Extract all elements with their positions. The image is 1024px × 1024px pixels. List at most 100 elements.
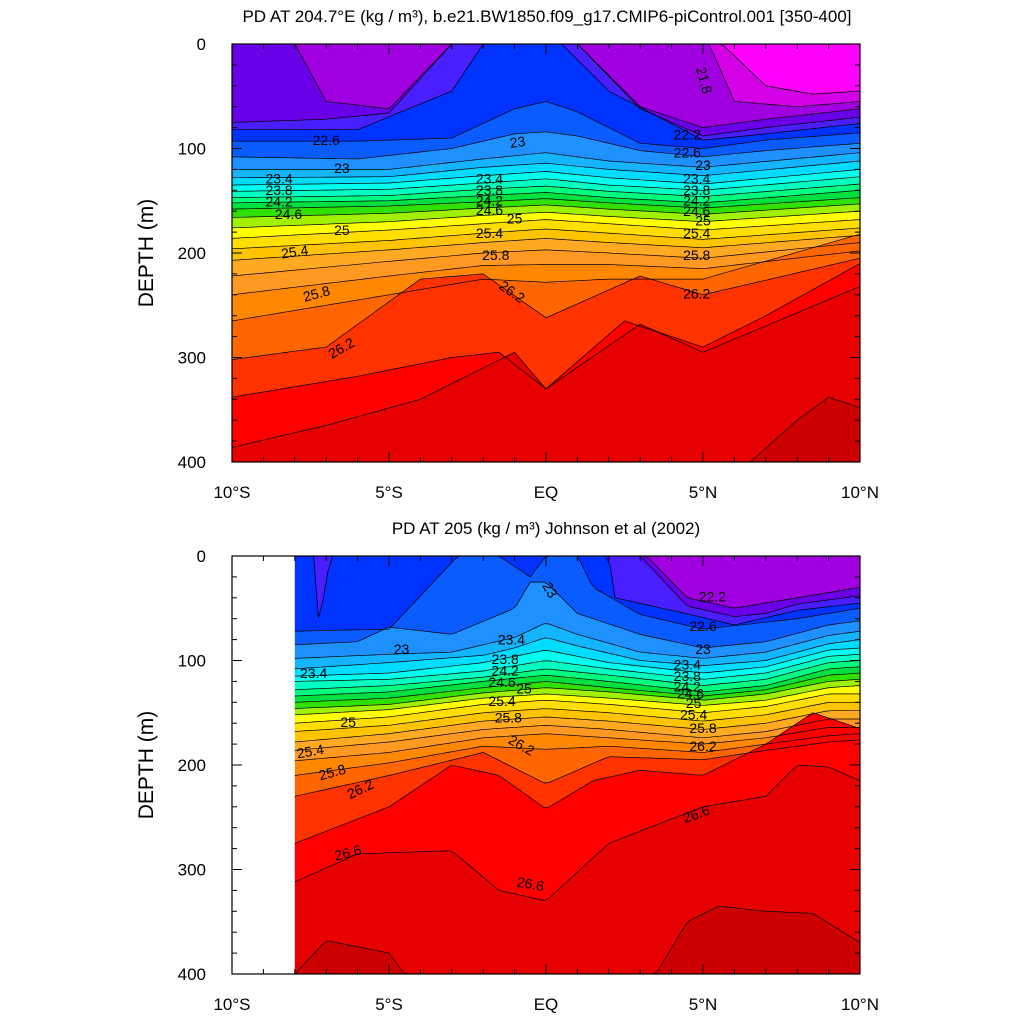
contour-label: 25.4 (295, 741, 325, 762)
contour-band (294, 556, 860, 648)
contour-label: 22.2 (674, 127, 701, 143)
contour-band (232, 219, 860, 249)
contour-label: 24.6 (677, 686, 704, 702)
contour-label: 23 (695, 641, 711, 657)
contour-band (232, 234, 860, 321)
contour-band (294, 712, 860, 901)
contour-band (294, 673, 860, 709)
contour-band (232, 227, 860, 261)
contour-label: 24.2 (683, 192, 710, 208)
y-axis-label: DEPTH (m) (135, 199, 158, 308)
panel-title: PD AT 204.7°E (kg / m³), b.e21.BW1850.f0… (242, 7, 851, 26)
y-tick-label: 300 (178, 349, 206, 368)
contour-label: 24.6 (683, 203, 710, 219)
contour-line (232, 152, 861, 170)
contour-label: 25.8 (683, 247, 710, 263)
contour-band (232, 203, 860, 228)
contour-line (231, 286, 861, 448)
y-tick-label: 400 (178, 453, 206, 472)
contour-band (294, 666, 860, 703)
contour-band (232, 131, 860, 170)
contour-label: 26.6 (516, 874, 546, 895)
x-tick-label: 5°N (689, 483, 718, 502)
contour-line (232, 176, 861, 192)
contour-label: 24.2 (265, 194, 292, 210)
x-tick-label: 10°N (841, 483, 879, 502)
contour-label: 23.8 (476, 182, 503, 198)
panel-model: PD AT 204.7°E (kg / m³), b.e21.BW1850.f0… (135, 7, 879, 502)
contour-band (232, 44, 860, 107)
contour-line (294, 701, 860, 732)
contour-band (294, 906, 860, 974)
contour-label: 25 (340, 714, 356, 730)
contour-label: 23.4 (674, 656, 701, 672)
x-tick-label: 10°S (213, 995, 250, 1014)
contour-label: 25 (686, 695, 702, 711)
contour-line (231, 197, 861, 210)
contour-line (231, 203, 861, 218)
contour-band (294, 710, 860, 751)
contour-label: 25.4 (488, 693, 515, 709)
contour-band (232, 44, 860, 128)
contour-label: 25.4 (476, 225, 503, 241)
contour-label: 24.6 (488, 674, 515, 690)
contour-label: 26.6 (333, 841, 364, 864)
contour-band (232, 190, 860, 210)
contour-label: 24.6 (476, 202, 503, 218)
contour-band (232, 44, 860, 141)
contour-band (232, 286, 860, 462)
contour-label: 23.4 (300, 665, 327, 681)
y-tick-label: 400 (178, 965, 206, 984)
contour-label: 23 (334, 160, 350, 176)
y-axis-label: DEPTH (m) (135, 711, 158, 820)
contour-line (294, 727, 860, 762)
contour-label: 23.4 (265, 171, 292, 187)
panel-observed: PD AT 205 (kg / m³) Johnson et al (2002)… (135, 519, 879, 1014)
contour-label: 25.4 (680, 707, 707, 723)
contour-label: 25.8 (495, 710, 522, 726)
contour-line (231, 250, 861, 296)
x-tick-label: 10°S (213, 483, 250, 502)
contour-line (294, 581, 861, 649)
contour-label: 23 (394, 641, 410, 657)
contour-label: 21.8 (693, 65, 716, 96)
contour-label: 25.8 (301, 282, 332, 305)
contour-band (232, 258, 860, 398)
contour-label: 25 (516, 680, 532, 696)
contour-band (232, 152, 860, 178)
contour-label: 26.2 (683, 286, 710, 302)
contour-band (232, 397, 860, 462)
contour-line (294, 685, 861, 716)
contour-line (294, 712, 861, 844)
contour-line (294, 739, 861, 797)
contour-band (232, 169, 860, 192)
contour-band (232, 242, 860, 295)
contour-band (294, 712, 860, 844)
contour-label: 23.8 (492, 651, 519, 667)
contour-label: 23.8 (674, 668, 701, 684)
contour-line (231, 234, 861, 261)
contour-line (231, 219, 861, 239)
contour-band (294, 679, 860, 715)
contour-band (294, 702, 860, 742)
y-tick-label: 0 (197, 35, 206, 54)
contour-label: 25 (507, 210, 523, 226)
contour-label: 24.6 (275, 206, 302, 222)
x-tick-label: 10°N (841, 995, 879, 1014)
contour-band (232, 101, 860, 159)
contour-band (294, 623, 860, 669)
contour-line (231, 257, 861, 360)
x-tick-label: 5°S (375, 483, 403, 502)
y-tick-label: 300 (178, 861, 206, 880)
contour-band (232, 161, 860, 186)
contour-line (232, 189, 861, 204)
contour-label: 23.8 (683, 182, 710, 198)
contour-label: 22.2 (699, 589, 726, 605)
contour-label: 22.6 (313, 132, 340, 148)
contour-line (231, 242, 861, 277)
contour-band (232, 235, 860, 276)
contour-line (294, 678, 861, 709)
contour-band (294, 765, 860, 974)
contour-label: 24.2 (476, 192, 503, 208)
